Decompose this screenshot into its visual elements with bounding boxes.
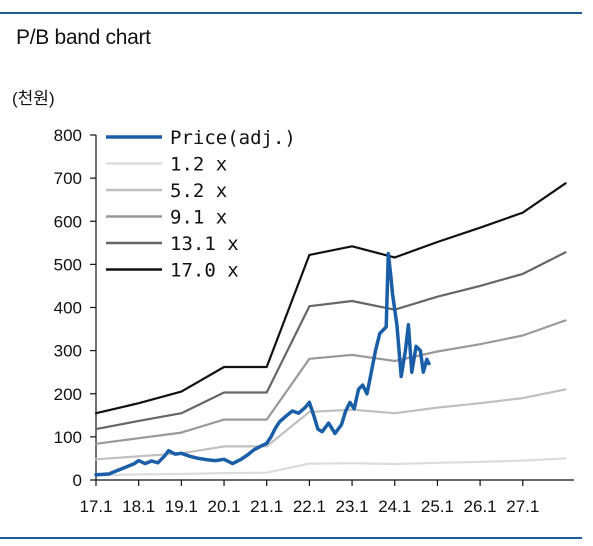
legend: Price(adj.) 1.2 x 5.2 x 9.1 x 13.1 x 17.0 x xyxy=(106,127,296,282)
y-tick-label: 800 xyxy=(54,126,82,145)
legend-label: 13.1 x xyxy=(170,233,239,255)
y-tick-label: 500 xyxy=(54,255,82,274)
y-tick-label: 200 xyxy=(54,385,82,404)
series-line-price-adj xyxy=(94,251,431,477)
y-tick-label: 600 xyxy=(54,212,82,231)
top-rule xyxy=(0,12,582,14)
x-tick-label: 19.1 xyxy=(165,497,198,516)
x-tick-label: 24.1 xyxy=(378,497,411,516)
y-tick-label: 400 xyxy=(54,299,82,318)
series-line-17-0-x xyxy=(94,182,567,415)
chart-title: P/B band chart xyxy=(16,26,151,49)
y-tick-label: 0 xyxy=(73,471,82,490)
series-layer xyxy=(94,182,567,477)
x-tick-label: 25.1 xyxy=(421,497,454,516)
y-unit-label: (천원) xyxy=(12,89,55,108)
legend-label: Price(adj.) xyxy=(170,127,296,149)
x-tick-label: 21.1 xyxy=(250,497,283,516)
x-tick-label: 22.1 xyxy=(293,497,326,516)
y-tick-label: 100 xyxy=(54,428,82,447)
y-tick-label: 700 xyxy=(54,169,82,188)
bottom-rule xyxy=(0,537,582,539)
axes: 0 100 200 300 400 500 600 700 800 17.1 18.1 19.1 20.… xyxy=(54,126,574,516)
y-tick-label: 300 xyxy=(54,342,82,361)
legend-label: 17.0 x xyxy=(170,260,239,282)
x-tick-label: 27.1 xyxy=(506,497,539,516)
legend-label: 1.2 x xyxy=(170,154,227,176)
series-line-13-1-x xyxy=(94,251,567,431)
x-tick-label: 26.1 xyxy=(464,497,497,516)
x-tick-label: 18.1 xyxy=(122,497,155,516)
x-tick-label: 23.1 xyxy=(336,497,369,516)
legend-label: 9.1 x xyxy=(170,207,227,229)
legend-label: 5.2 x xyxy=(170,180,227,202)
x-tick-label: 17.1 xyxy=(79,497,112,516)
x-tick-label: 20.1 xyxy=(207,497,240,516)
series-line-9-1-x xyxy=(94,319,567,445)
series-line-1-2-x xyxy=(94,457,567,477)
